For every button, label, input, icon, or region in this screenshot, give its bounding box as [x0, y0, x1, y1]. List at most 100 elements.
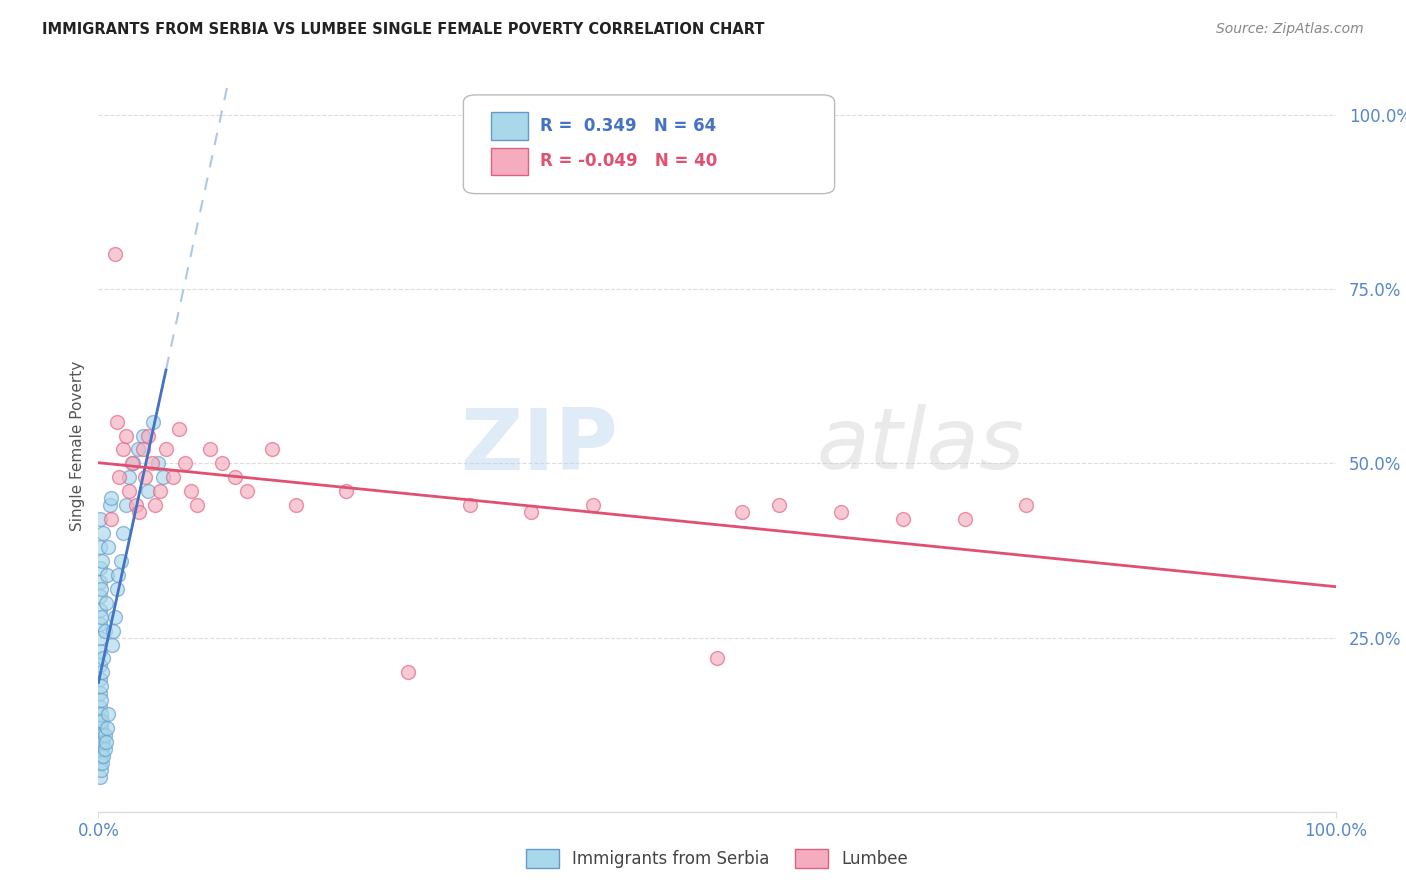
Y-axis label: Single Female Poverty: Single Female Poverty [69, 361, 84, 531]
Point [112, 442, 135, 457]
Point [211, 457, 233, 471]
Point [186, 498, 208, 512]
Point [89, 742, 111, 756]
Point [134, 470, 156, 484]
Text: Source: ZipAtlas.com: Source: ZipAtlas.com [1216, 22, 1364, 37]
Point [93, 728, 115, 742]
Point [108, 470, 131, 484]
Point [97, 707, 120, 722]
Point [103, 624, 125, 638]
Point [101, 638, 124, 652]
Point [93, 735, 115, 749]
Point [136, 428, 159, 442]
Point [89, 616, 111, 631]
Point [93, 526, 115, 541]
Point [1015, 498, 1038, 512]
Point [89, 700, 111, 714]
Point [107, 567, 129, 582]
Point [89, 756, 111, 770]
Point [90, 582, 112, 596]
Point [89, 574, 111, 589]
Point [89, 561, 111, 575]
Point [90, 609, 112, 624]
Point [91, 665, 114, 680]
Point [105, 415, 128, 429]
Point [236, 484, 259, 499]
Point [93, 624, 115, 638]
Point [91, 714, 114, 728]
Point [127, 442, 149, 457]
Point [96, 721, 118, 735]
Point [706, 651, 728, 665]
Point [118, 484, 141, 499]
Point [103, 609, 125, 624]
Point [141, 457, 163, 471]
Point [89, 631, 111, 645]
Legend: Immigrants from Serbia, Lumbee: Immigrants from Serbia, Lumbee [517, 840, 917, 877]
Point [100, 512, 122, 526]
Point [91, 742, 114, 756]
Bar [491, 147, 527, 176]
Point [112, 526, 135, 541]
Point [93, 651, 115, 665]
Point [114, 498, 136, 512]
Point [91, 554, 114, 568]
Point [89, 686, 111, 700]
Point [89, 512, 111, 526]
Point [136, 484, 159, 499]
Point [132, 442, 155, 457]
Point [458, 498, 481, 512]
Point [121, 457, 143, 471]
Point [89, 644, 111, 658]
Point [91, 728, 114, 742]
Point [96, 567, 118, 582]
Text: R =  0.349   N = 64: R = 0.349 N = 64 [540, 118, 717, 136]
Point [142, 415, 165, 429]
Point [110, 554, 132, 568]
Point [891, 512, 914, 526]
Point [90, 679, 112, 693]
Point [90, 693, 112, 707]
Point [89, 673, 111, 687]
Point [90, 735, 112, 749]
Point [103, 247, 125, 261]
Point [93, 749, 115, 764]
Point [94, 735, 117, 749]
Point [731, 505, 754, 519]
Point [260, 442, 283, 457]
Point [93, 742, 115, 756]
Point [90, 707, 112, 722]
Point [90, 721, 112, 735]
Point [89, 540, 111, 554]
Point [128, 505, 150, 519]
Point [91, 756, 114, 770]
Text: IMMIGRANTS FROM SERBIA VS LUMBEE SINGLE FEMALE POVERTY CORRELATION CHART: IMMIGRANTS FROM SERBIA VS LUMBEE SINGLE … [42, 22, 765, 37]
FancyBboxPatch shape [464, 95, 835, 194]
Point [105, 582, 128, 596]
Point [224, 470, 246, 484]
Point [114, 428, 136, 442]
Point [155, 442, 177, 457]
Point [89, 589, 111, 603]
Point [167, 421, 190, 435]
Point [89, 714, 111, 728]
Text: R = -0.049   N = 40: R = -0.049 N = 40 [540, 153, 717, 170]
Point [89, 770, 111, 784]
Point [89, 603, 111, 617]
Point [162, 470, 184, 484]
Point [174, 457, 197, 471]
Point [582, 498, 605, 512]
Point [143, 498, 166, 512]
Point [396, 665, 419, 680]
Point [89, 658, 111, 673]
Point [335, 484, 357, 499]
Text: ZIP: ZIP [460, 404, 619, 488]
Point [132, 428, 155, 442]
Point [90, 749, 112, 764]
Point [198, 442, 221, 457]
Point [520, 505, 543, 519]
Bar [491, 112, 527, 140]
Point [768, 498, 790, 512]
Point [180, 484, 202, 499]
Point [124, 498, 146, 512]
